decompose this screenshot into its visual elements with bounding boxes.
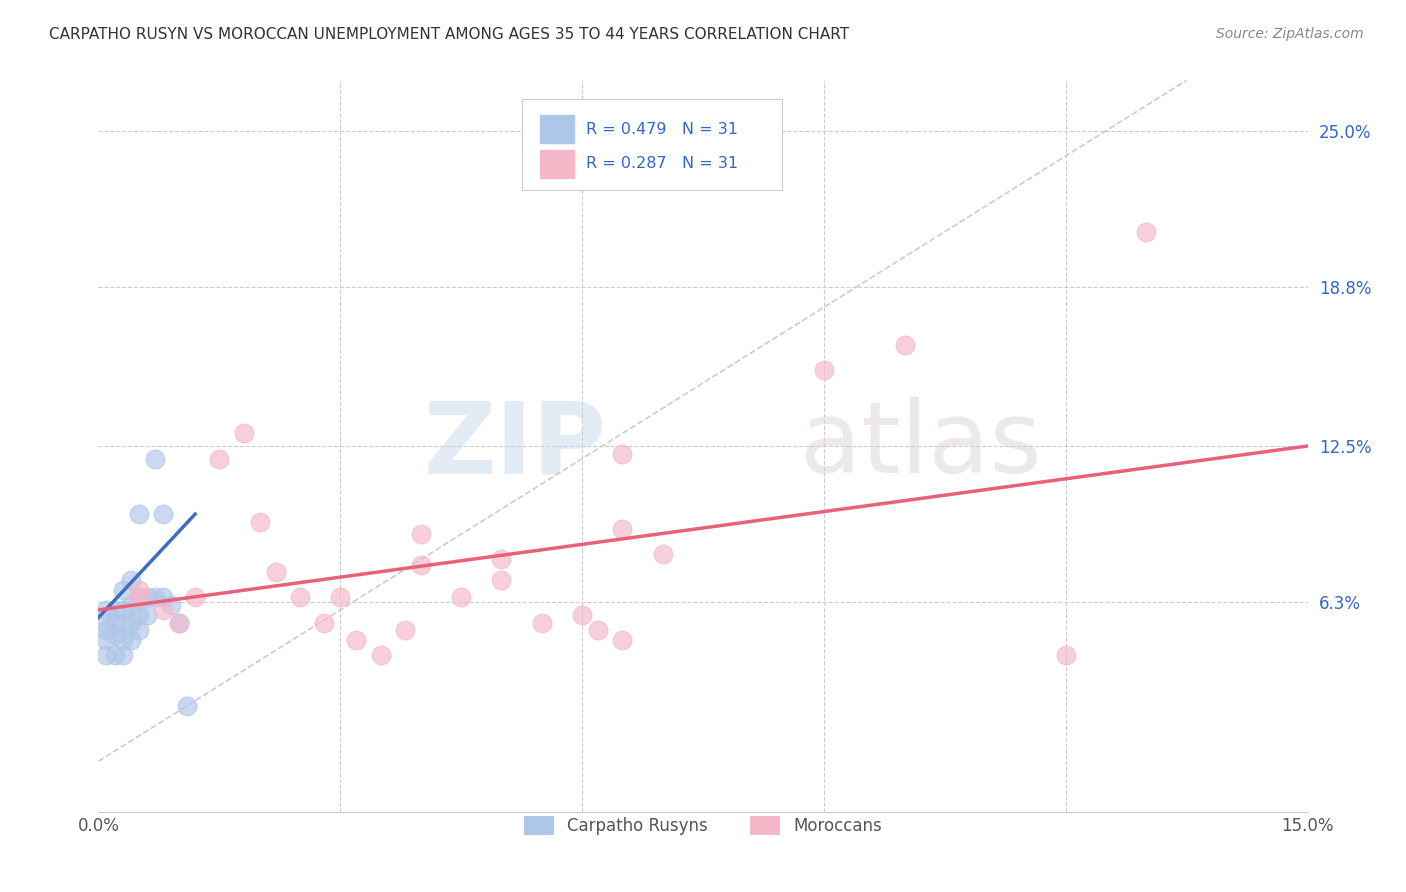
Point [128,607,150,622]
Point [120,633,142,648]
Text: Source: ZipAtlas.com: Source: ZipAtlas.com [1216,27,1364,41]
Point [96,603,118,617]
Point [370,648,392,663]
Point [128,591,150,605]
Point [184,591,207,605]
Point [344,633,367,648]
Point [571,607,593,622]
Point [167,615,190,630]
Text: R = 0.479   N = 31: R = 0.479 N = 31 [586,122,738,136]
Point [143,591,166,605]
Bar [540,115,574,144]
Legend: Carpatho Rusyns, Moroccans: Carpatho Rusyns, Moroccans [516,807,890,844]
Point [394,623,416,637]
Point [264,565,287,579]
Text: atlas: atlas [800,398,1042,494]
Point [651,548,673,562]
Point [1054,648,1077,663]
Point [160,598,183,612]
Point [329,591,352,605]
Point [491,573,513,587]
Point [120,598,142,612]
Point [612,446,634,460]
Point [128,582,150,597]
Point [96,648,118,663]
Point [152,507,174,521]
Point [288,591,311,605]
Text: ZIP: ZIP [423,398,606,494]
Point [530,615,553,630]
Point [450,591,472,605]
Point [612,522,634,536]
Point [135,591,157,605]
Point [128,507,150,521]
Point [103,603,125,617]
Point [152,591,174,605]
Point [143,451,166,466]
Point [96,615,118,630]
Text: CARPATHO RUSYN VS MOROCCAN UNEMPLOYMENT AMONG AGES 35 TO 44 YEARS CORRELATION CH: CARPATHO RUSYN VS MOROCCAN UNEMPLOYMENT … [49,27,849,42]
Point [249,515,271,529]
Point [120,573,142,587]
Point [111,615,134,630]
Point [103,628,125,642]
Point [1135,225,1157,239]
Point [111,648,134,663]
Point [111,603,134,617]
Point [152,603,174,617]
Point [128,623,150,637]
FancyBboxPatch shape [522,99,782,190]
Point [491,552,513,566]
Point [128,591,150,605]
Point [111,633,134,648]
Point [208,451,231,466]
Point [612,633,634,648]
Point [111,582,134,597]
Point [893,338,915,352]
Point [96,633,118,648]
Point [314,615,336,630]
Point [167,615,190,630]
Point [586,623,609,637]
Point [176,698,198,713]
Point [813,363,835,377]
Point [96,623,118,637]
Bar [540,150,574,178]
Point [103,648,125,663]
Text: R = 0.287   N = 31: R = 0.287 N = 31 [586,156,738,171]
Point [135,607,157,622]
Point [103,615,125,630]
Point [120,615,142,630]
Point [232,426,254,441]
Point [409,527,432,541]
Point [409,558,432,572]
